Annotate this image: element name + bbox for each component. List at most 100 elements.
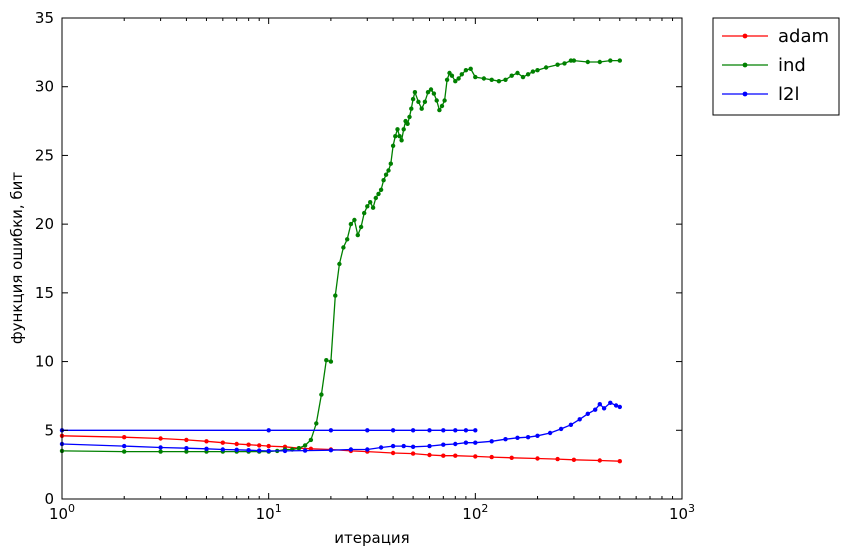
data-point: [562, 61, 567, 66]
data-point: [246, 448, 251, 453]
y-tick-label: 25: [35, 146, 54, 164]
data-point: [427, 452, 432, 458]
data-point: [122, 449, 127, 454]
data-point: [234, 447, 239, 452]
data-point: [585, 59, 590, 65]
series-line: [61, 402, 621, 452]
data-point: [419, 106, 424, 111]
legend-item-adam: adam: [722, 26, 829, 47]
data-point: [434, 98, 439, 103]
data-point: [410, 96, 416, 102]
data-point: [489, 77, 494, 83]
x-tick-label: 100: [49, 502, 75, 523]
data-point: [386, 168, 391, 173]
data-point: [158, 445, 163, 450]
data-point: [122, 443, 127, 449]
data-point: [328, 428, 334, 433]
data-point: [489, 439, 494, 444]
data-point: [597, 59, 602, 65]
data-point: [390, 143, 396, 148]
data-point: [257, 448, 262, 453]
data-point: [585, 411, 590, 416]
data-point: [608, 400, 613, 405]
data-point: [246, 442, 251, 447]
data-point: [568, 422, 574, 427]
data-point: [571, 58, 577, 63]
data-point: [425, 90, 431, 95]
data-point: [473, 428, 478, 433]
data-point: [416, 99, 421, 105]
y-axis-title: функция ошибки, бит: [8, 172, 26, 345]
data-point: [358, 224, 364, 230]
data-point: [515, 70, 520, 76]
data-point: [608, 58, 613, 63]
data-point: [365, 428, 370, 433]
data-point: [453, 453, 458, 458]
data-point: [234, 441, 239, 447]
data-point: [547, 430, 553, 436]
data-point: [535, 68, 540, 73]
data-point: [204, 446, 209, 451]
data-point: [184, 446, 189, 451]
data-point: [613, 403, 619, 408]
data-point: [459, 72, 464, 77]
data-point: [410, 451, 416, 456]
data-point: [333, 293, 338, 298]
data-point: [337, 261, 342, 267]
data-point: [530, 69, 536, 74]
y-tick-label: 10: [35, 353, 54, 371]
data-point: [220, 447, 225, 452]
data-point: [410, 428, 416, 433]
data-point: [617, 404, 622, 410]
data-point: [427, 428, 432, 433]
series-adam: [59, 433, 622, 464]
data-point: [345, 237, 350, 242]
plot-clip-group: [59, 58, 622, 464]
data-point: [184, 437, 189, 443]
data-point: [401, 443, 406, 449]
data-point: [428, 87, 434, 92]
data-point: [266, 448, 271, 454]
data-point: [204, 439, 209, 444]
data-point: [535, 456, 540, 461]
data-point: [390, 450, 396, 456]
data-point: [496, 79, 502, 84]
series-ind: [59, 58, 622, 454]
data-point: [184, 449, 189, 454]
data-point: [220, 440, 225, 445]
data-point: [555, 456, 560, 462]
x-tick-label: 103: [669, 502, 695, 523]
legend-label: ind: [778, 55, 806, 76]
data-point: [410, 444, 416, 449]
data-point: [401, 127, 406, 132]
data-point: [362, 210, 367, 216]
data-point: [390, 428, 396, 433]
data-point: [328, 359, 334, 364]
data-point: [348, 447, 354, 452]
legend-box: [712, 17, 840, 116]
data-point: [453, 428, 458, 433]
data-point: [302, 443, 308, 448]
data-point: [617, 459, 622, 464]
data-point: [449, 73, 455, 78]
data-point: [503, 437, 508, 442]
data-point: [525, 435, 531, 440]
data-point: [456, 76, 461, 81]
y-tick-label: 35: [35, 9, 54, 27]
data-point: [257, 443, 262, 448]
data-point: [422, 99, 428, 105]
data-point: [393, 134, 398, 139]
data-point: [509, 455, 514, 460]
data-point: [427, 443, 432, 449]
data-point: [593, 407, 598, 412]
data-point: [601, 406, 607, 411]
data-point: [370, 205, 376, 210]
data-point: [407, 114, 412, 120]
y-tick-label: 0: [44, 490, 54, 508]
data-point: [352, 217, 357, 223]
data-point: [378, 187, 384, 192]
data-point: [365, 204, 370, 209]
x-tick-label: 102: [462, 502, 488, 523]
data-point: [266, 443, 271, 449]
